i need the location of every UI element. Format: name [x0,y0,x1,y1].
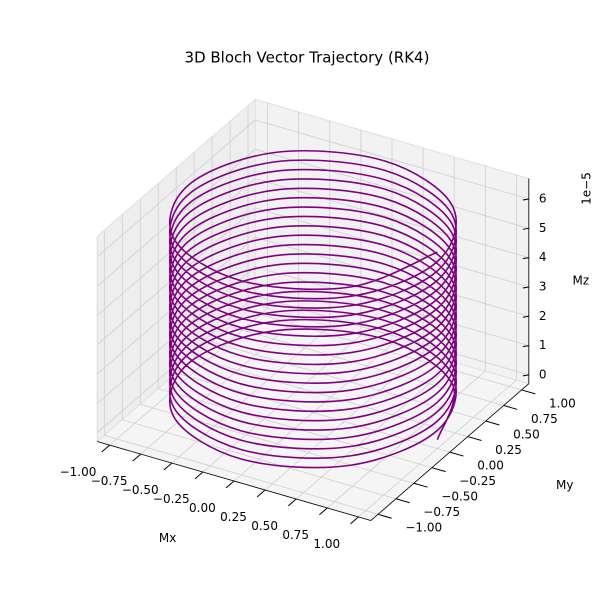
z-tick [522,286,529,289]
z-axis-label: Mz [572,274,589,288]
x-tick-label: −0.25 [153,492,190,506]
y-tick-label: −1.00 [405,521,442,535]
y-tick-label: −0.50 [441,490,478,504]
y-axis-label: My [556,478,573,492]
z-tick [522,227,529,230]
y-tick [395,498,410,504]
y-axis-line [370,383,530,521]
y-tick-label: 0.50 [513,427,540,441]
grid-line [96,119,256,258]
x-tick [225,480,235,489]
x-tick [350,516,359,525]
z-tick [522,198,529,201]
grid-line [255,295,529,376]
grid-line [140,403,415,484]
z-tick-label: 4 [539,250,547,264]
z-tick [522,345,529,348]
y-tick-label: 0.25 [495,443,522,457]
y-tick-label: 1.00 [549,396,576,410]
z-tick-label: 0 [539,367,547,381]
chart-title: 3D Bloch Vector Trajectory (RK4) [185,49,430,67]
x-axis-label: Mx [159,531,176,545]
y-tick [521,389,536,395]
x-tick-label: 0.25 [220,510,247,524]
y-tick [431,467,446,473]
grid-line [122,419,397,500]
z-offset-label: 1e−5 [579,172,593,205]
grid-line [158,388,432,469]
z-tick-label: 6 [539,191,547,205]
x-tick-label: 0.50 [251,519,278,533]
grid-line [96,236,256,375]
y-tick [449,451,464,457]
y-tick [377,513,392,519]
z-tick-label: 1 [539,338,547,352]
grid-line [255,148,529,229]
y-tick [467,436,482,442]
y-tick-label: 0.00 [477,459,504,473]
x-tick-label: 0.00 [189,501,216,515]
y-tick-label: −0.25 [459,474,496,488]
y-tick [503,404,518,410]
z-tick-label: 3 [539,279,547,293]
y-tick-label: 0.75 [531,412,558,426]
x-tick-label: −0.75 [91,474,128,488]
x-tick [132,453,142,462]
x-tick-label: 1.00 [313,537,340,551]
grid-line [194,357,468,437]
grid-line [247,310,522,391]
x-tick [194,471,204,480]
x-tick [163,462,173,471]
grid-line [255,266,529,346]
x-tick [101,444,110,453]
x-tick [256,489,266,498]
z-tick-label: 5 [539,221,547,235]
y-tick-label: −0.75 [423,505,460,519]
x-tick [287,498,297,507]
z-tick [522,315,529,318]
x-tick [319,507,328,516]
grid-line [104,434,379,515]
z-tick-label: 2 [539,309,547,323]
grid-line [255,119,529,200]
z-tick [522,374,529,377]
grid-line [255,178,529,259]
x-tick-label: 0.75 [282,528,309,542]
grid-line [229,326,504,406]
y-tick [413,482,428,488]
x-tick-label: −1.00 [60,465,97,479]
z-tick [522,257,529,260]
trajectory [169,149,457,469]
x-tick-label: −0.50 [122,483,159,497]
x-axis-line [97,441,371,521]
y-tick [485,420,500,426]
